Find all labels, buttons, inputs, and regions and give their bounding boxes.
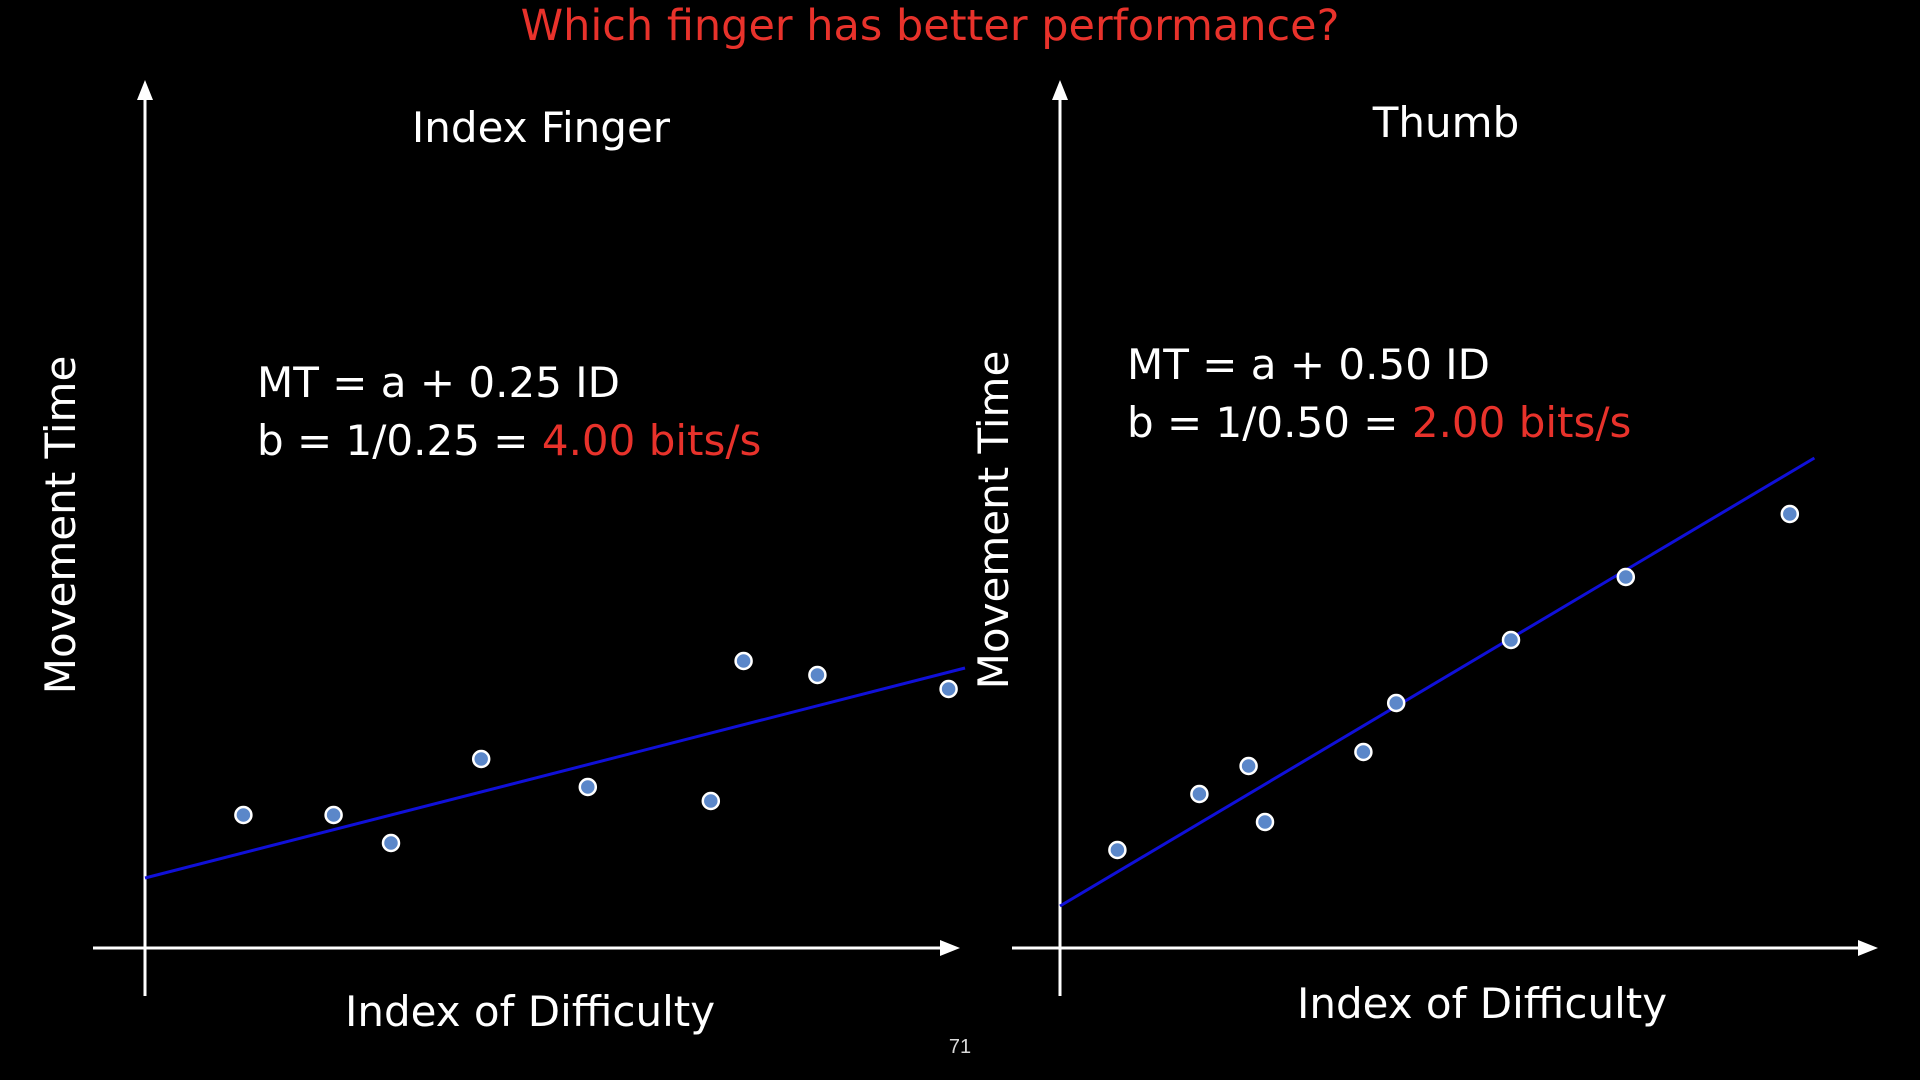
throughput-value: 4.00 bits/s	[542, 416, 762, 465]
data-point	[578, 777, 598, 797]
x-axis-arrow	[940, 940, 960, 956]
data-point	[1190, 784, 1209, 804]
data-point	[1501, 630, 1521, 650]
data-point	[808, 665, 827, 685]
data-point	[1780, 504, 1800, 524]
fit-line	[144, 666, 966, 880]
data-point	[1616, 567, 1636, 587]
equation-text: MT = a + 0.25 ID	[257, 358, 620, 407]
chart-title: Thumb	[1372, 98, 1519, 147]
throughput-prefix: b = 1/0.25 =	[257, 416, 542, 465]
data-point	[1354, 742, 1373, 762]
data-point	[1255, 812, 1275, 832]
data-point	[701, 791, 721, 811]
page-number: 71	[948, 1036, 972, 1058]
data-point	[471, 749, 491, 769]
y-axis-arrow	[1052, 80, 1068, 100]
x-axis-label: Index of Difficulty	[1297, 979, 1667, 1028]
data-point	[1108, 840, 1127, 860]
slide-title: Which finger has better performance?	[520, 1, 1340, 51]
data-point	[234, 805, 253, 825]
x-axis-label: Index of Difficulty	[345, 987, 715, 1036]
data-point	[734, 651, 753, 671]
throughput-text: b = 1/0.50 = 2.00 bits/s	[1127, 398, 1631, 447]
data-point	[381, 833, 401, 853]
data-point	[1386, 693, 1406, 713]
data-point	[324, 805, 343, 825]
fit-line	[1059, 456, 1816, 908]
chart-title: Index Finger	[412, 103, 671, 152]
y-axis-label: Movement Time	[36, 356, 85, 695]
throughput-text: b = 1/0.25 = 4.00 bits/s	[257, 416, 761, 465]
data-point	[1239, 756, 1258, 776]
y-axis-label: Movement Time	[969, 351, 1018, 690]
throughput-prefix: b = 1/0.50 =	[1127, 398, 1412, 447]
y-axis-arrow	[137, 80, 153, 100]
equation-text: MT = a + 0.50 ID	[1127, 340, 1490, 389]
data-point	[939, 679, 958, 699]
throughput-value: 2.00 bits/s	[1412, 398, 1632, 447]
x-axis-arrow	[1858, 940, 1878, 956]
